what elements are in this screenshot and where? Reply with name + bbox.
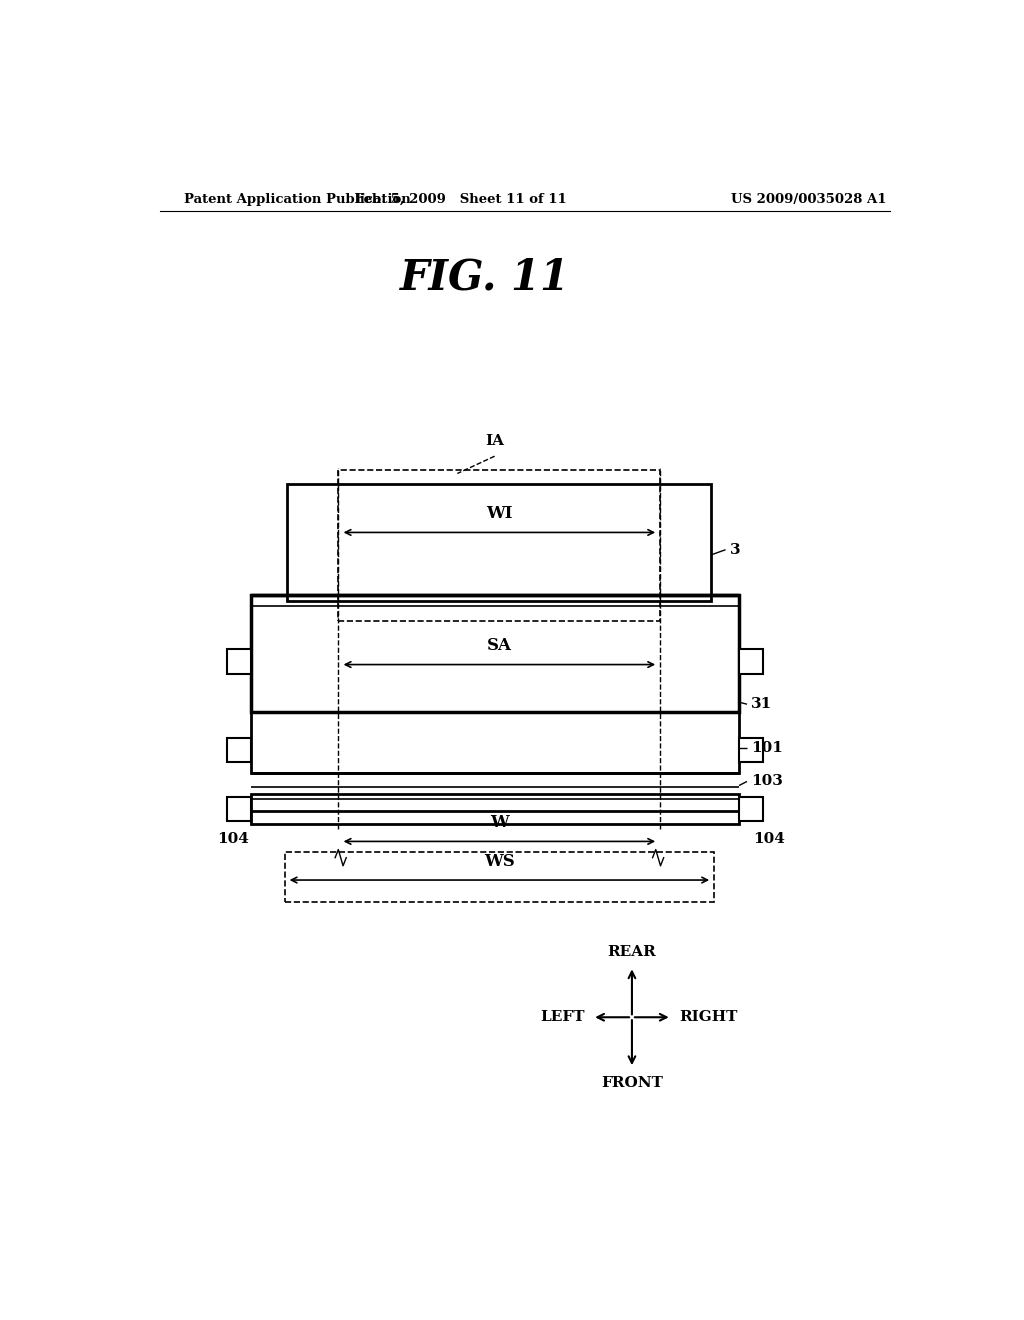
Bar	[251, 595, 739, 713]
Bar	[338, 470, 659, 620]
Text: WS: WS	[484, 853, 515, 870]
Text: 3: 3	[729, 543, 740, 557]
Bar	[739, 797, 763, 821]
Text: US 2009/0035028 A1: US 2009/0035028 A1	[731, 193, 887, 206]
Bar	[251, 793, 739, 824]
Text: 104: 104	[217, 833, 249, 846]
Text: 101: 101	[751, 741, 783, 755]
Text: FRONT: FRONT	[601, 1076, 663, 1090]
Text: WI: WI	[486, 506, 513, 523]
Text: 31: 31	[751, 697, 772, 711]
Text: FIG. 11: FIG. 11	[400, 256, 570, 298]
Text: 103: 103	[751, 775, 783, 788]
Text: IA: IA	[485, 434, 504, 447]
Text: SA: SA	[486, 638, 512, 655]
Text: LEFT: LEFT	[540, 1010, 585, 1024]
Bar	[285, 851, 714, 903]
Bar	[227, 797, 251, 821]
Bar	[739, 649, 763, 673]
Bar	[251, 713, 739, 774]
Text: W: W	[490, 814, 509, 832]
Bar	[287, 483, 712, 601]
Bar	[227, 649, 251, 673]
Text: 104: 104	[754, 833, 785, 846]
Text: Feb. 5, 2009   Sheet 11 of 11: Feb. 5, 2009 Sheet 11 of 11	[355, 193, 567, 206]
Text: RIGHT: RIGHT	[680, 1010, 738, 1024]
Bar	[227, 738, 251, 762]
Text: REAR: REAR	[607, 945, 656, 958]
Bar	[739, 738, 763, 762]
Text: Patent Application Publication: Patent Application Publication	[183, 193, 411, 206]
